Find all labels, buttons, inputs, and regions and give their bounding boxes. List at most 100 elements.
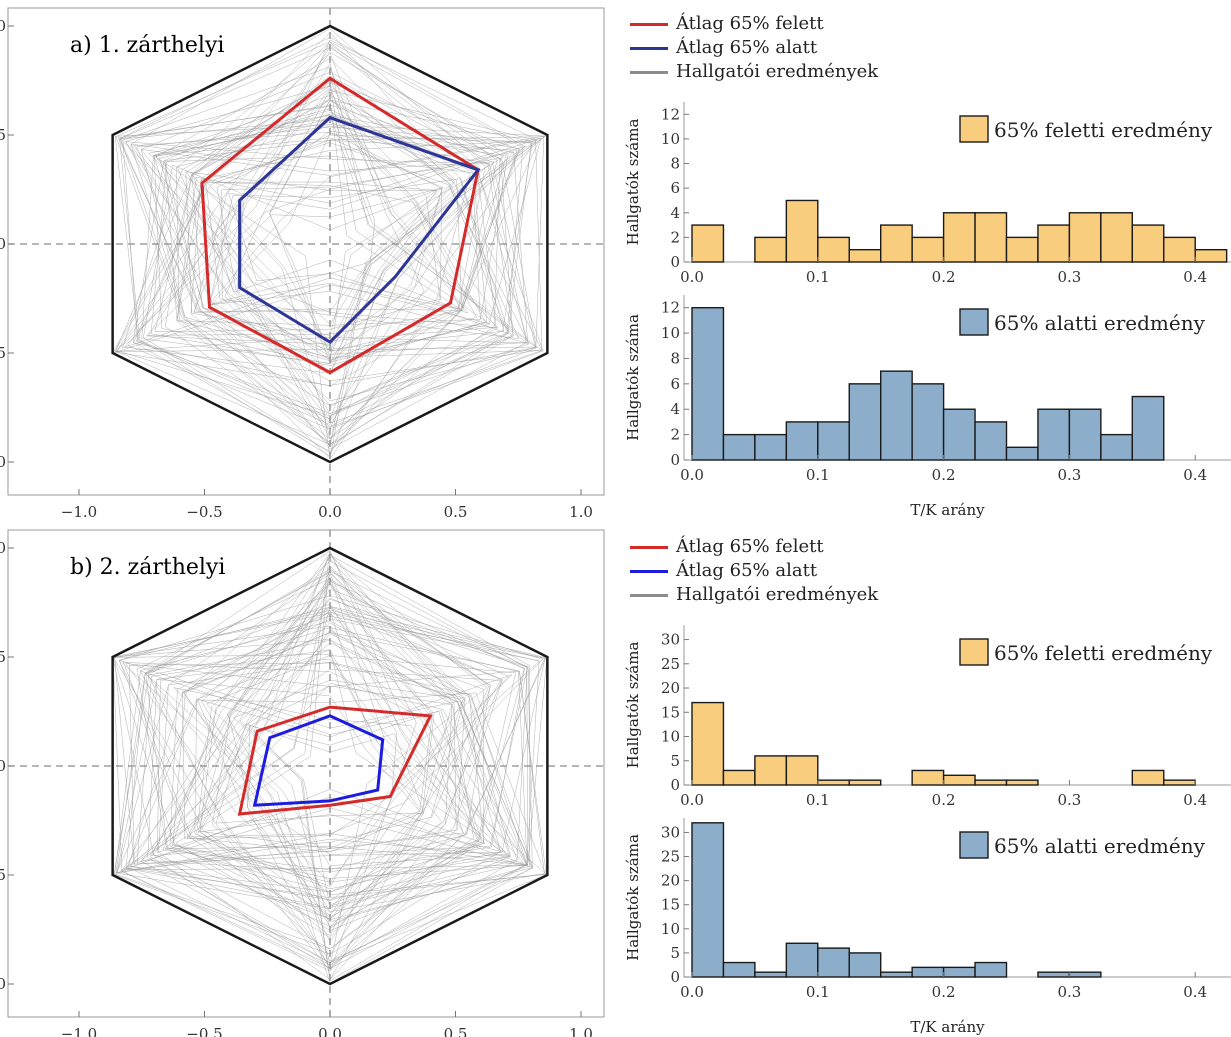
legend-swatch-below: [630, 46, 668, 50]
histogram-bar: [880, 224, 913, 263]
radar-series-line: [237, 705, 433, 816]
x-tick-label: 0.0: [318, 1025, 342, 1037]
x-tick-label: 0.2: [932, 268, 956, 286]
radar-chart-a: −1.0 −1.0 −0.5 −0.5 0.0 0.0 0.5 0.5 1.0 1.0 a) 1.…: [0, 7, 605, 521]
x-tick-label: 0.4: [1183, 268, 1207, 286]
histogram-bar: [974, 421, 1008, 461]
y-tick-label: −1.0: [0, 453, 6, 471]
y-tick-label: 15: [661, 896, 680, 914]
histogram-legend-label: 65% alatti eredmény: [994, 834, 1206, 858]
y-tick-label: 0.0: [0, 757, 6, 775]
y-tick-label: 20: [661, 872, 680, 890]
hexagon-outline: [111, 24, 549, 464]
x-tick-label: 0.0: [680, 791, 704, 809]
student-result-line: [126, 692, 546, 899]
histogram-bar: [1068, 408, 1102, 461]
student-result-line: [173, 687, 507, 866]
histogram-bar: [1163, 779, 1196, 786]
histogram-bar: [848, 952, 882, 978]
histogram-bar: [942, 212, 976, 263]
histogram-bar: [911, 236, 945, 263]
y-tick-label: 6: [670, 375, 680, 393]
x-tick-label: 1.0: [569, 503, 593, 521]
x-tick-label: 0.4: [1183, 791, 1207, 809]
radar-series-line: [252, 714, 385, 807]
y-tick-label: 25: [661, 655, 680, 673]
student-result-line: [128, 662, 466, 865]
student-result-line: [199, 551, 417, 937]
y-tick-label: 6: [670, 179, 680, 197]
student-result-line: [176, 138, 541, 440]
histogram-bar: [848, 383, 882, 461]
x-tick-label: 0.3: [1057, 268, 1081, 286]
y-axis-label: Hallgatók száma: [624, 834, 642, 961]
x-tick-label: −1.0: [61, 503, 97, 521]
x-tick-label: 0.5: [444, 503, 468, 521]
y-tick-label: 4: [670, 400, 680, 418]
legend-item-above: Átlag 65% felett: [630, 535, 878, 559]
student-result-line: [122, 66, 425, 425]
y-tick-label: 25: [661, 848, 680, 866]
histogram-bar: [1005, 236, 1039, 263]
legend-label-students: Hallgatói eredmények: [676, 61, 879, 82]
histogram-bar: [848, 248, 882, 263]
radar-chart-b: −1.0 −1.0 −0.5 −0.5 0.0 0.0 0.5 0.5 1.0 1.0 b) 2.…: [0, 529, 605, 1037]
y-axis-label: Hallgatók száma: [624, 642, 642, 769]
y-tick-label: 0: [670, 451, 680, 469]
x-tick-label: 0.2: [932, 791, 956, 809]
y-tick-label: 20: [661, 679, 680, 697]
histogram-b-below: 0 5 10 15 20 25 30 0.0 0.1 0.2 0.3 0.4 Hallgatók szá…: [624, 818, 1231, 1036]
histogram-bar: [974, 779, 1008, 786]
legend-swatch-students: [630, 70, 668, 74]
student-result-line: [149, 584, 527, 969]
x-tick-label: −0.5: [186, 503, 222, 521]
x-tick-label: 0.0: [680, 983, 704, 1001]
y-tick-label: 10: [661, 920, 680, 938]
y-tick-label: 10: [661, 324, 680, 342]
y-axis-label: Hallgatók száma: [624, 314, 642, 441]
histogram-legend-label: 65% alatti eredmény: [994, 311, 1206, 335]
histogram-bar: [817, 236, 850, 263]
histogram-bar: [754, 433, 788, 461]
legend-label-above: Átlag 65% felett: [676, 536, 824, 557]
x-tick-label: 0.0: [680, 466, 704, 484]
histogram-bar: [691, 701, 725, 786]
legend-label-below: Átlag 65% alatt: [676, 560, 818, 581]
histogram-a-below: 0 2 4 6 8 10 12 0.0 0.1 0.2 0.3 0.4 Hallgatók száma T…: [624, 295, 1231, 519]
x-tick-label: 0.3: [1057, 466, 1081, 484]
histogram-bar: [1005, 779, 1039, 786]
hexagon-outline: [111, 546, 549, 986]
histogram-bar: [1068, 971, 1102, 978]
histogram-bar: [1194, 248, 1228, 263]
histogram-bar: [911, 966, 945, 978]
histogram-bar: [817, 421, 850, 461]
y-tick-label: 0: [670, 968, 680, 986]
histogram-bar: [974, 212, 1008, 263]
histogram-bar: [1005, 446, 1039, 461]
y-axis-label: Hallgatók száma: [624, 119, 642, 246]
histogram-bar: [1131, 395, 1165, 461]
histogram-bar: [1100, 433, 1134, 461]
y-tick-label: 5: [670, 944, 680, 962]
histogram-bar: [880, 971, 913, 978]
legend-swatch-students: [630, 593, 668, 597]
histogram-bar: [691, 224, 725, 263]
student-result-line: [148, 114, 477, 352]
histogram-bar: [1037, 971, 1071, 978]
histogram-a-above: 0 2 4 6 8 10 12 0.0 0.1 0.2 0.3 0.4 Hallgatók száma 6…: [624, 102, 1231, 286]
legend-a: Átlag 65% felett Átlag 65% alatt Hallgat…: [630, 12, 878, 84]
student-result-line: [221, 157, 537, 402]
x-tick-label: 0.5: [444, 1025, 468, 1037]
y-tick-label: −0.5: [0, 344, 6, 362]
histogram-bar: [942, 966, 976, 978]
student-result-line: [247, 554, 531, 923]
legend-label-below: Átlag 65% alatt: [676, 37, 818, 58]
y-tick-label: 8: [670, 155, 680, 173]
y-tick-label: 15: [661, 703, 680, 721]
histogram-bar: [974, 961, 1008, 978]
legend-item-students: Hallgatói eredmények: [630, 583, 878, 607]
y-tick-label: 12: [661, 105, 680, 123]
histogram-bar: [817, 947, 850, 978]
student-result-line: [169, 611, 503, 902]
student-result-line: [135, 142, 530, 414]
